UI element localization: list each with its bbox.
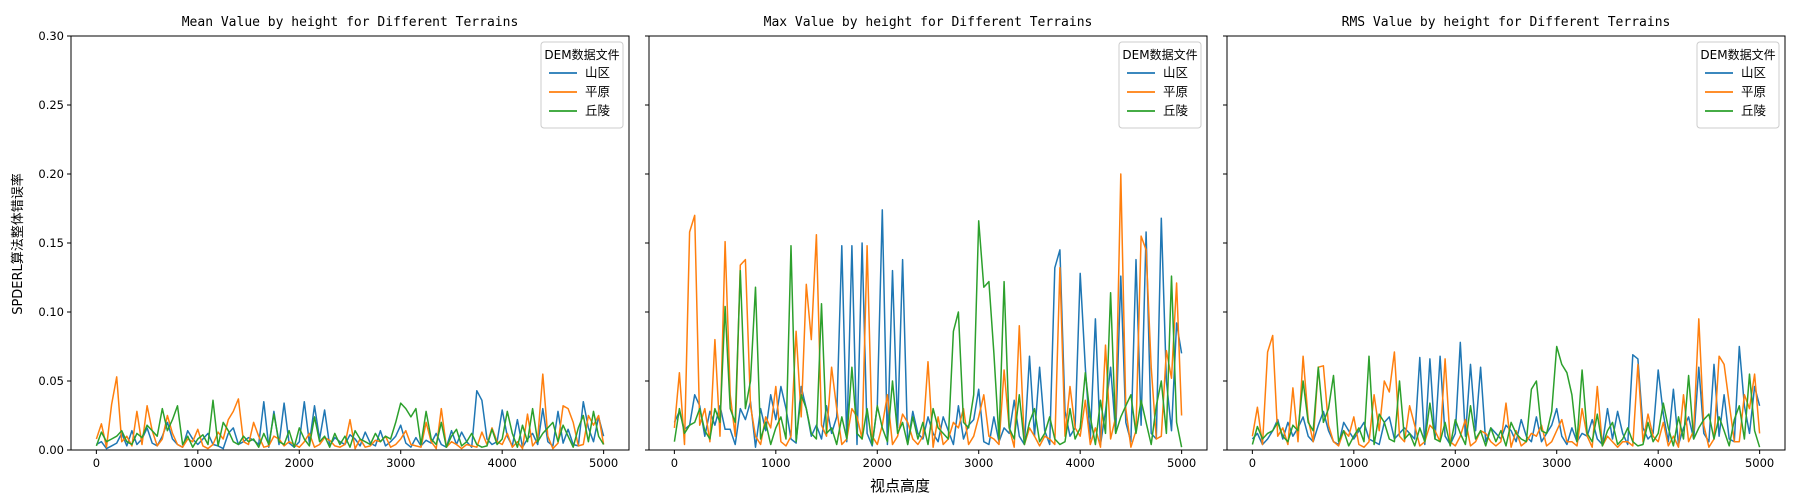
- series-line-3: [673, 220, 1183, 448]
- legend-label: 丘陵: [585, 103, 611, 118]
- chart-title-rms: RMS Value by height for Different Terrai…: [1342, 15, 1671, 30]
- series-line-1: [673, 209, 1183, 448]
- legend-label: 山区: [1741, 65, 1766, 80]
- legend-title: DEM数据文件: [544, 47, 619, 62]
- legend-title: DEM数据文件: [1700, 47, 1775, 62]
- x-tick-label: 3000: [964, 456, 993, 470]
- legend-box: [1696, 41, 1780, 129]
- chart-panel-max: Max Value by height for Different Terrai…: [645, 15, 1208, 470]
- legend-title: DEM数据文件: [1122, 47, 1197, 62]
- x-tick-label: 2000: [285, 456, 314, 470]
- chart-panel-rms: RMS Value by height for Different Terrai…: [1223, 15, 1786, 470]
- x-axis-label: 视点高度: [870, 477, 930, 495]
- x-tick-label: 3000: [1542, 456, 1571, 470]
- x-tick-label: 2000: [863, 456, 892, 470]
- series-lines: [673, 173, 1183, 448]
- series-lines: [1251, 318, 1761, 448]
- x-tick-label: 5000: [1167, 456, 1196, 470]
- x-tick-label: 2000: [1441, 456, 1470, 470]
- legend-label: 平原: [1741, 84, 1766, 99]
- chart-title-mean: Mean Value by height for Different Terra…: [182, 15, 519, 30]
- legend-label: 山区: [1163, 65, 1188, 80]
- x-tick-label: 1000: [1339, 456, 1368, 470]
- y-tick-label: 0.15: [38, 236, 64, 250]
- legend-label: 平原: [1163, 84, 1188, 99]
- series-line-3: [1251, 345, 1761, 448]
- legend-label: 丘陵: [1741, 103, 1767, 118]
- legend-label: 丘陵: [1163, 103, 1189, 118]
- x-tick-label: 5000: [1745, 456, 1774, 470]
- x-tick-label: 0: [93, 456, 100, 470]
- legend-box: [540, 41, 624, 129]
- x-tick-label: 4000: [1066, 456, 1095, 470]
- chart-title-max: Max Value by height for Different Terrai…: [764, 15, 1093, 30]
- x-tick-label: 0: [1249, 456, 1256, 470]
- series-line-2: [95, 373, 605, 450]
- x-tick-label: 1000: [761, 456, 790, 470]
- x-tick-label: 5000: [589, 456, 618, 470]
- x-tick-label: 4000: [1644, 456, 1673, 470]
- series-line-3: [95, 399, 605, 448]
- y-tick-label: 0.00: [38, 443, 64, 457]
- chart-panel-mean: Mean Value by height for Different Terra…: [38, 15, 630, 470]
- y-tick-label: 0.10: [38, 305, 64, 319]
- x-tick-label: 3000: [386, 456, 415, 470]
- x-tick-label: 1000: [183, 456, 212, 470]
- y-tick-label: 0.30: [38, 29, 64, 43]
- legend-box: [1118, 41, 1202, 129]
- chart-panels: Mean Value by height for Different Terra…: [38, 15, 1786, 470]
- y-tick-label: 0.20: [38, 167, 64, 181]
- series-line-1: [1251, 341, 1761, 446]
- legend-label: 平原: [585, 84, 610, 99]
- y-tick-label: 0.05: [38, 374, 64, 388]
- series-lines: [95, 373, 605, 450]
- legend-label: 山区: [585, 65, 610, 80]
- x-tick-label: 0: [671, 456, 678, 470]
- y-axis-label: SPDERL算法整体错误率: [10, 173, 26, 315]
- y-tick-label: 0.25: [38, 98, 64, 112]
- x-tick-label: 4000: [488, 456, 517, 470]
